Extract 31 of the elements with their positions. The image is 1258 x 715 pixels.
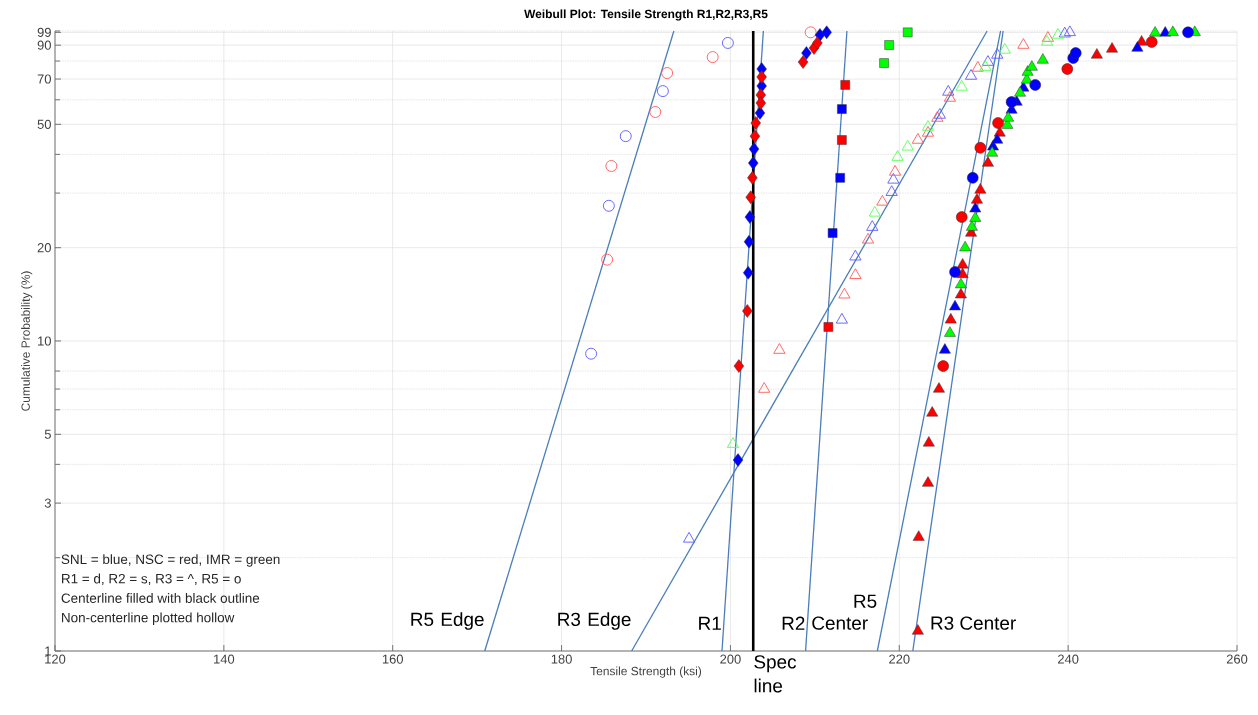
x-tick-label: 240 [1058, 654, 1079, 664]
x-axis-title: Tensile Strength (ksi) [590, 666, 702, 678]
x-tick-label: 220 [889, 654, 910, 664]
y-tick-label: 10 [38, 336, 51, 346]
chart-title: Weibull Plot: Tensile Strength R1,R2,R3,R5 [524, 9, 768, 21]
x-tick-label: 180 [551, 654, 572, 664]
series-label: R2 [782, 616, 805, 630]
y-tick-label: 50 [37, 119, 51, 129]
series-label: R3 Center [931, 616, 1016, 630]
y-tick-label: 70 [37, 74, 51, 84]
x-tick-label: 140 [214, 654, 235, 664]
y-tick-label: 1 [45, 646, 51, 656]
series-label: R5 Center [812, 594, 877, 630]
y-tick-label: 3 [44, 498, 51, 508]
x-tick-label: 260 [1226, 654, 1248, 664]
annotation: Non-centerline plotted hollow [62, 612, 235, 626]
y-tick-label: 99 [37, 27, 51, 37]
x-tick-label: 120 [45, 654, 66, 664]
y-tick-label: 5 [44, 429, 51, 439]
y-axis-title: Cumulative Probability (%) [21, 271, 33, 411]
y-tick-label: 90 [37, 40, 51, 50]
annotation: R1 = d, R2 = s, R3 = ^, R5 = o [62, 573, 241, 586]
x-tick-label: 200 [720, 654, 741, 664]
annotation: Centerline filled with black outline [61, 593, 260, 603]
series-label: R3 Edge [558, 612, 631, 630]
x-tick-label: 160 [382, 654, 404, 664]
series-label: R5 Edge [411, 612, 484, 630]
series-label: R1 [699, 616, 721, 630]
annotation: SNL = blue, NSC = red, IMR = green [61, 554, 280, 567]
ref-line-label: Spec line [754, 655, 797, 693]
y-tick-label: 20 [37, 243, 51, 253]
